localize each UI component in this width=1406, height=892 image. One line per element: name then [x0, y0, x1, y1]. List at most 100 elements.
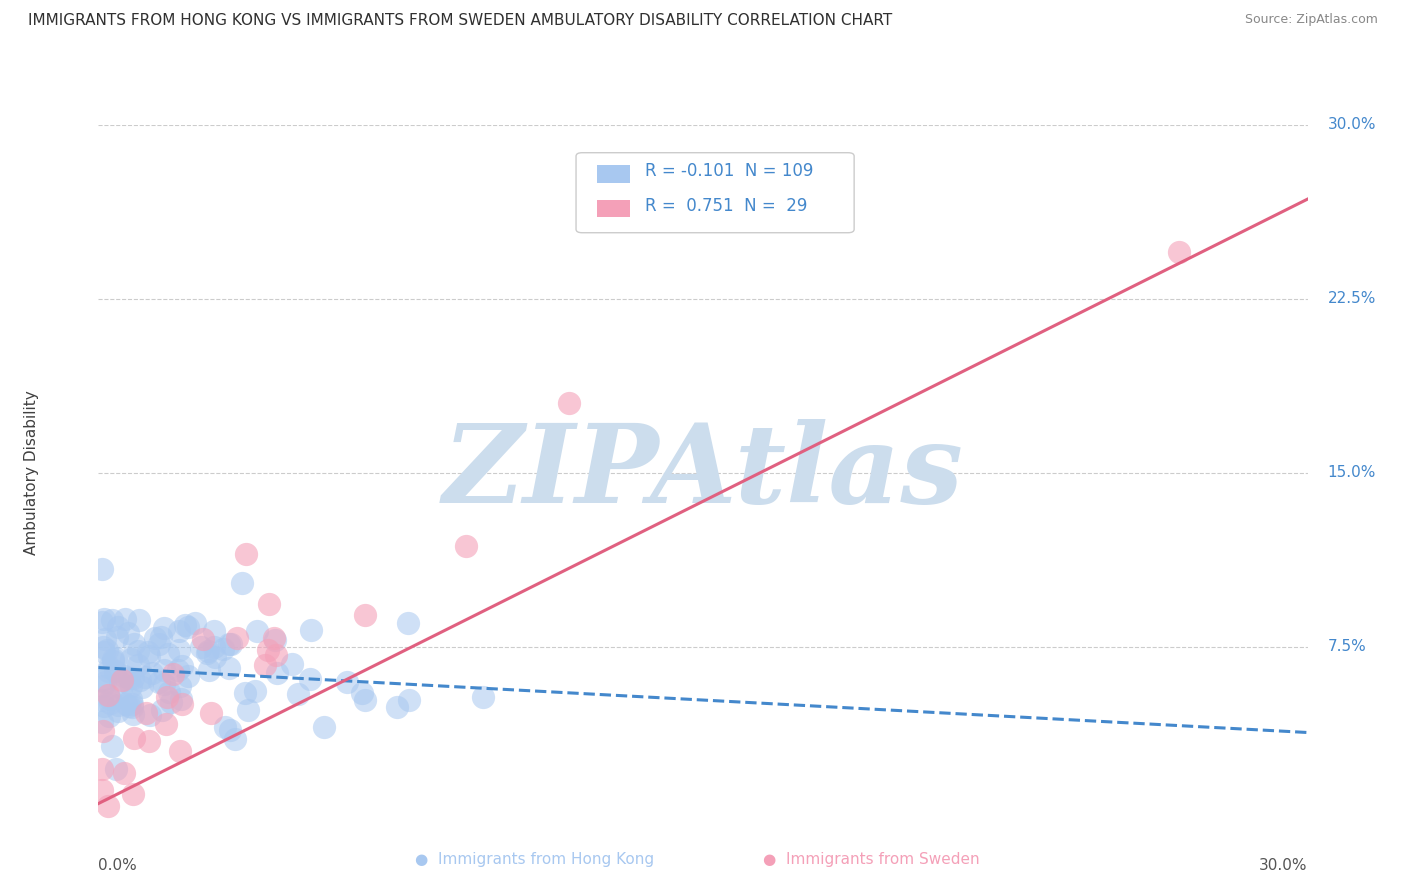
Text: Source: ZipAtlas.com: Source: ZipAtlas.com	[1244, 13, 1378, 27]
Point	[336, 675, 359, 690]
Point	[122, 671, 145, 685]
Text: 22.5%: 22.5%	[1327, 292, 1376, 306]
Text: 7.5%: 7.5%	[1327, 640, 1367, 654]
Point	[131, 680, 153, 694]
Point	[114, 612, 136, 626]
Point	[94, 632, 117, 646]
Point	[96, 664, 118, 678]
Point	[253, 657, 276, 672]
Point	[218, 637, 240, 651]
Point	[135, 706, 157, 720]
Point	[153, 677, 176, 691]
Point	[224, 732, 246, 747]
Point	[127, 658, 149, 673]
Point	[91, 561, 114, 575]
Point	[91, 783, 114, 797]
Text: IMMIGRANTS FROM HONG KONG VS IMMIGRANTS FROM SWEDEN AMBULATORY DISABILITY CORREL: IMMIGRANTS FROM HONG KONG VS IMMIGRANTS …	[28, 13, 893, 29]
Point	[202, 640, 225, 655]
Point	[148, 637, 170, 651]
Point	[169, 744, 191, 758]
Point	[170, 691, 193, 706]
Point	[107, 698, 129, 712]
Text: R = -0.101  N = 109: R = -0.101 N = 109	[645, 162, 813, 180]
Point	[235, 547, 257, 561]
Point	[263, 631, 285, 645]
Point	[191, 632, 214, 646]
Point	[156, 690, 179, 704]
Point	[100, 739, 122, 753]
Point	[1167, 245, 1189, 260]
Point	[91, 640, 114, 654]
Point	[120, 679, 142, 693]
Point	[93, 645, 115, 659]
Point	[150, 630, 173, 644]
Point	[238, 703, 260, 717]
Point	[98, 708, 121, 723]
Point	[91, 693, 114, 707]
Point	[214, 720, 236, 734]
Point	[152, 703, 174, 717]
Point	[153, 621, 176, 635]
Point	[152, 664, 174, 678]
Point	[107, 704, 129, 718]
Point	[202, 624, 225, 638]
Point	[134, 670, 156, 684]
Point	[558, 396, 581, 410]
Point	[172, 697, 194, 711]
Point	[121, 700, 143, 714]
Point	[138, 733, 160, 747]
Point	[190, 640, 212, 654]
Point	[91, 673, 114, 687]
Point	[97, 688, 120, 702]
Point	[471, 690, 494, 705]
Text: ●  Immigrants from Hong Kong: ● Immigrants from Hong Kong	[415, 852, 654, 867]
Point	[98, 696, 121, 710]
Point	[117, 625, 139, 640]
Point	[93, 698, 115, 713]
Point	[156, 647, 179, 661]
Point	[177, 669, 200, 683]
Text: 0.0%: 0.0%	[98, 858, 138, 872]
Point	[98, 692, 121, 706]
Point	[204, 650, 226, 665]
Point	[157, 685, 180, 699]
Point	[91, 724, 114, 739]
Point	[218, 723, 240, 738]
Point	[91, 715, 114, 730]
Point	[115, 697, 138, 711]
Point	[454, 539, 477, 553]
Point	[118, 699, 141, 714]
Point	[160, 695, 183, 709]
Point	[141, 666, 163, 681]
Point	[112, 669, 135, 683]
Point	[91, 679, 114, 693]
Point	[219, 637, 242, 651]
Point	[118, 671, 141, 685]
Text: 30.0%: 30.0%	[1327, 118, 1376, 132]
Point	[177, 620, 200, 634]
Point	[91, 762, 114, 776]
Point	[101, 613, 124, 627]
Bar	[596, 200, 630, 218]
Point	[167, 643, 190, 657]
Point	[264, 648, 287, 663]
Point	[143, 631, 166, 645]
Bar	[596, 165, 630, 183]
Point	[243, 684, 266, 698]
Point	[225, 632, 247, 646]
Point	[107, 620, 129, 634]
Point	[354, 608, 377, 623]
Point	[105, 630, 128, 644]
Point	[387, 699, 409, 714]
Point	[105, 762, 128, 776]
Point	[103, 654, 125, 668]
Point	[167, 663, 190, 677]
Point	[398, 692, 420, 706]
Point	[122, 787, 145, 801]
Point	[136, 645, 159, 659]
Point	[263, 633, 285, 648]
Point	[94, 675, 117, 690]
Point	[354, 692, 377, 706]
Point	[200, 706, 222, 720]
Point	[212, 641, 235, 656]
